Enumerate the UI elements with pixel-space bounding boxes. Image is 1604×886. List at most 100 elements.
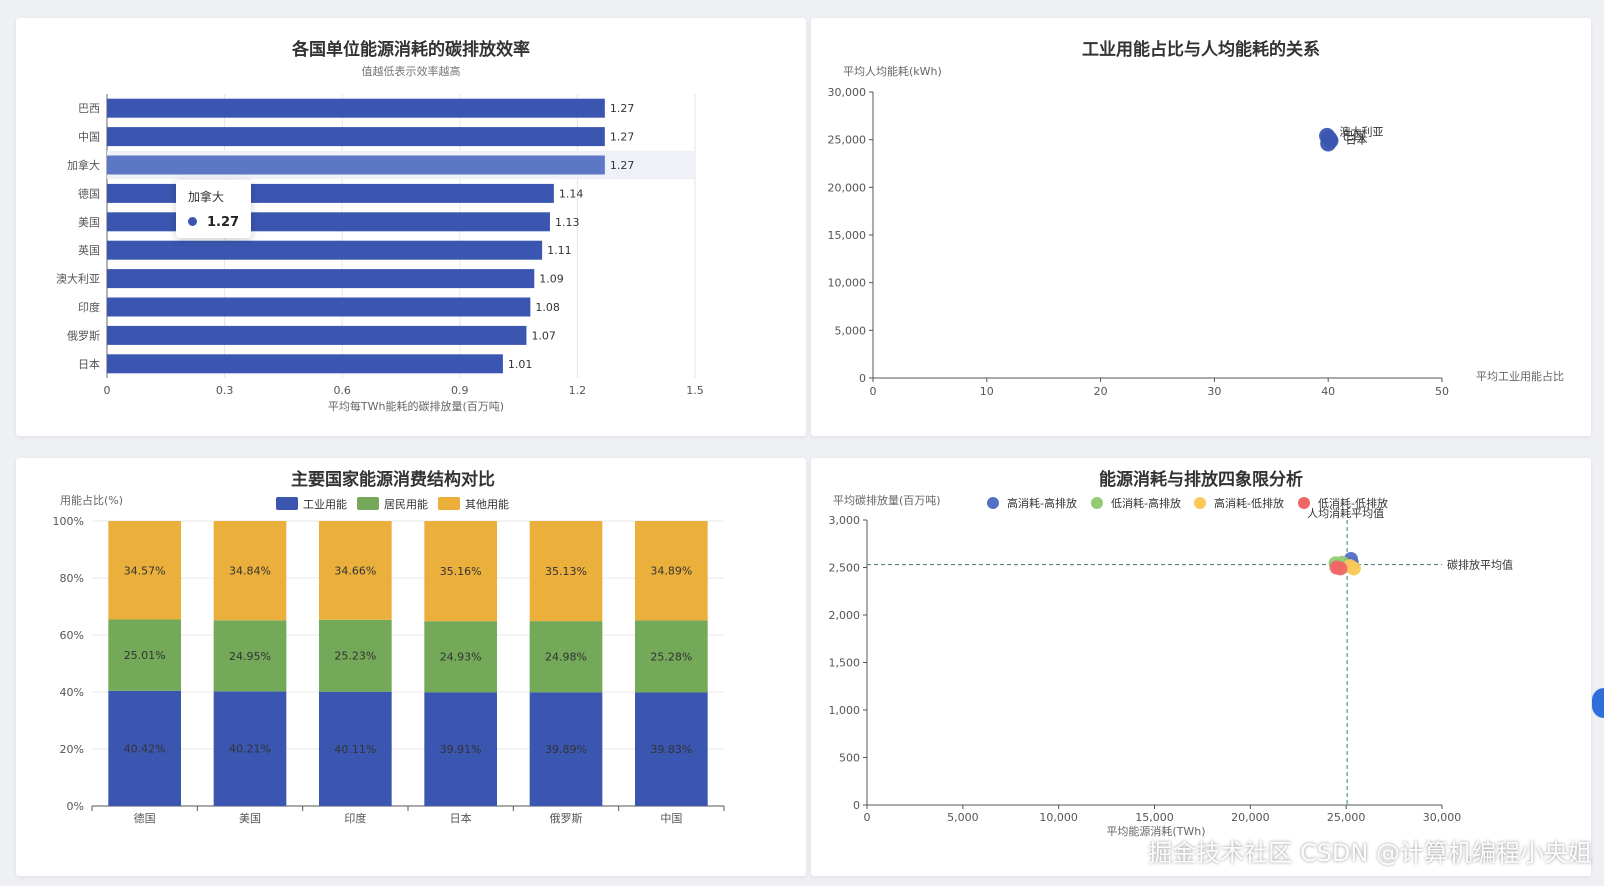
y-tick-label: 15,000 [828, 229, 867, 242]
legend-swatch [357, 497, 379, 510]
bar-value-label: 1.08 [535, 301, 560, 314]
bar-value-label: 1.27 [610, 102, 635, 115]
bar [107, 325, 527, 345]
y-axis-label: 平均人均能耗(kWh) [843, 64, 942, 78]
stacked-bar-segment [634, 521, 708, 621]
y-tick-label: 1,000 [829, 704, 861, 717]
y-tick-label: 10,000 [828, 277, 867, 290]
chart-title: 主要国家能源消费结构对比 [291, 469, 495, 490]
x-tick-label: 10,000 [1039, 811, 1078, 824]
y-tick-label: 40% [60, 686, 84, 699]
x-tick-label: 1.2 [569, 384, 587, 397]
segment-label: 40.42% [124, 742, 166, 755]
x-tick-label: 30,000 [1423, 811, 1462, 824]
x-tick-label: 0.6 [333, 384, 351, 397]
bar [107, 240, 543, 260]
stacked-bar-segment [213, 691, 287, 806]
y-tick-label: 澳大利亚 [56, 272, 100, 286]
bar [107, 98, 605, 118]
bar-group: 0 0.3 0.6 0.9 1.2 1.5 巴西 1.27 中国 1.27 加拿大 1.27 德国 1.1… [56, 94, 704, 397]
y-tick-label: 25,000 [828, 134, 867, 147]
y-tick-label: 3,000 [829, 514, 861, 527]
segment-label: 34.57% [124, 564, 166, 577]
legend-label: 低消耗-低排放 [1318, 496, 1388, 510]
y-axis-label: 用能占比(%) [60, 493, 123, 507]
x-axis-label: 平均每TWh能耗的碳排放量(百万吨) [328, 399, 504, 413]
side-float-button[interactable] [1592, 688, 1604, 718]
legend-marker-icon [1091, 497, 1103, 509]
carbon-efficiency-chart[interactable]: 各国单位能源消耗的碳排放效率 值越低表示效率越高 0 0.3 0.6 0.9 1.2 1.… [16, 18, 806, 436]
stacked-bar-segment [424, 521, 498, 622]
scatter-group: 0 10 20 30 40 50 0 5,000 10,000 15,000 20,000 25,00… [828, 86, 1450, 398]
x-tick-label: 25,000 [1327, 811, 1366, 824]
x-tick-label: 30 [1207, 385, 1221, 398]
tooltip-marker-icon [188, 217, 197, 226]
avg-consumption-label: 人均消耗平均值 [1307, 506, 1384, 520]
segment-label: 24.95% [229, 650, 271, 663]
bar-value-label: 1.09 [539, 273, 564, 286]
segment-label: 35.13% [545, 565, 587, 578]
y-tick-label: 20% [60, 743, 84, 756]
stacked-bar-segment [634, 692, 708, 806]
x-tick-label: 美国 [239, 812, 261, 825]
x-tick-label: 俄罗斯 [550, 812, 583, 825]
legend-label: 居民用能 [384, 497, 428, 511]
legend-swatch [438, 497, 460, 510]
bar-value-label: 1.27 [610, 131, 635, 144]
y-tick-label: 加拿大 [67, 158, 100, 172]
y-tick-label: 60% [60, 629, 84, 642]
x-tick-label: 0.3 [216, 384, 234, 397]
point-label: 日本 [1345, 133, 1367, 147]
y-tick-label: 俄罗斯 [67, 329, 100, 342]
legend[interactable]: 工业用能 居民用能 其他用能 [276, 497, 509, 511]
watermark-primary: CSDN @计算机编程小央姐 [1299, 839, 1592, 867]
segment-label: 39.83% [650, 743, 692, 756]
chart-subtitle: 值越低表示效率越高 [362, 64, 461, 78]
y-tick-label: 80% [60, 572, 84, 585]
segment-label: 34.66% [334, 564, 376, 577]
bar [107, 212, 550, 232]
industry-vs-percapita-panel: 工业用能占比与人均能耗的关系 平均人均能耗(kWh) 平均工业用能占比 0 10 2… [811, 18, 1591, 436]
segment-label: 24.93% [440, 651, 482, 664]
segment-label: 35.16% [440, 565, 482, 578]
x-axis-label: 平均工业用能占比 [1476, 369, 1564, 383]
legend-label: 其他用能 [465, 497, 509, 511]
stacked-bar-segment [424, 692, 498, 806]
stacked-bar-segment [108, 521, 182, 620]
energy-structure-chart[interactable]: 主要国家能源消费结构对比 用能占比(%) 工业用能 居民用能 其他用能 0% 20% 4… [16, 458, 806, 876]
x-axis-label: 平均能源消耗(TWh) [1106, 824, 1205, 838]
chart-title: 工业用能占比与人均能耗的关系 [1082, 39, 1320, 60]
y-tick-label: 0 [859, 372, 866, 385]
x-tick-label: 20,000 [1231, 811, 1270, 824]
tooltip-name: 加拿大 [188, 190, 225, 204]
legend[interactable]: 高消耗-高排放 低消耗-高排放 高消耗-低排放 低消耗-低排放 [987, 496, 1388, 510]
legend-marker-icon [1298, 497, 1310, 509]
segment-label: 39.91% [440, 743, 482, 756]
stacked-bar-segment [634, 620, 708, 693]
watermark-secondary: 掘金技术社区 [1148, 839, 1293, 867]
y-tick-label: 2,000 [829, 609, 861, 622]
scatter-group: 0 5,000 10,000 15,000 20,000 25,000 30,000 0 500… [829, 506, 1514, 824]
chart-title: 能源消耗与排放四象限分析 [1099, 469, 1303, 490]
bar [107, 269, 535, 289]
y-tick-label: 20,000 [828, 181, 867, 194]
y-tick-label: 100% [53, 515, 84, 528]
x-tick-label: 0 [870, 385, 877, 398]
x-tick-label: 德国 [134, 811, 156, 825]
x-tick-label: 中国 [660, 812, 682, 825]
watermark: 掘金技术社区 CSDN @计算机编程小央姐 [1148, 833, 1592, 868]
y-tick-label: 中国 [78, 131, 100, 144]
segment-label: 40.21% [229, 743, 271, 756]
stacked-bar-segment [318, 521, 392, 620]
y-tick-label: 英国 [78, 243, 100, 257]
segment-label: 34.84% [229, 565, 271, 578]
segment-label: 40.11% [334, 743, 376, 756]
bar [107, 354, 503, 374]
x-tick-label: 日本 [450, 811, 472, 825]
stacked-bar-group: 0% 20% 40% 60% 80% 100% 40.42% 25.01% 34.57% 德国 40… [53, 515, 725, 825]
quadrant-chart[interactable]: 能源消耗与排放四象限分析 平均碳排放量(百万吨) 高消耗-高排放 低消耗-高排放高… [811, 458, 1591, 876]
segment-label: 25.01% [124, 649, 166, 662]
bar [107, 297, 531, 317]
tooltip-value: 1.27 [207, 215, 240, 230]
industry-vs-percapita-chart[interactable]: 工业用能占比与人均能耗的关系 平均人均能耗(kWh) 平均工业用能占比 0 10 2… [811, 18, 1591, 436]
